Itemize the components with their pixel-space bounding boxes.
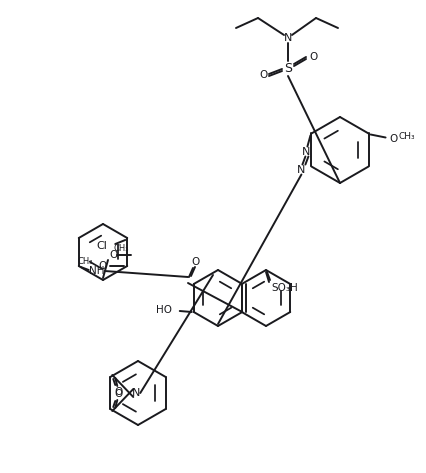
Text: O: O <box>389 133 398 143</box>
Text: O: O <box>109 250 117 260</box>
Text: O: O <box>259 70 267 80</box>
Text: N: N <box>132 388 141 398</box>
Text: CH₃: CH₃ <box>78 256 93 265</box>
Text: N: N <box>297 165 305 175</box>
Text: N: N <box>302 147 311 157</box>
Text: NH: NH <box>89 266 104 276</box>
Text: O: O <box>309 52 317 62</box>
Text: O: O <box>114 387 122 397</box>
Text: N: N <box>284 33 292 43</box>
Text: S: S <box>284 61 292 75</box>
Text: O: O <box>192 257 200 267</box>
Text: HO: HO <box>156 305 172 315</box>
Text: CH₃: CH₃ <box>398 132 415 141</box>
Text: SO₃H: SO₃H <box>271 283 298 293</box>
Text: CH₃: CH₃ <box>113 244 129 253</box>
Text: O: O <box>114 389 122 399</box>
Text: O: O <box>98 261 106 271</box>
Text: Cl: Cl <box>96 241 107 251</box>
